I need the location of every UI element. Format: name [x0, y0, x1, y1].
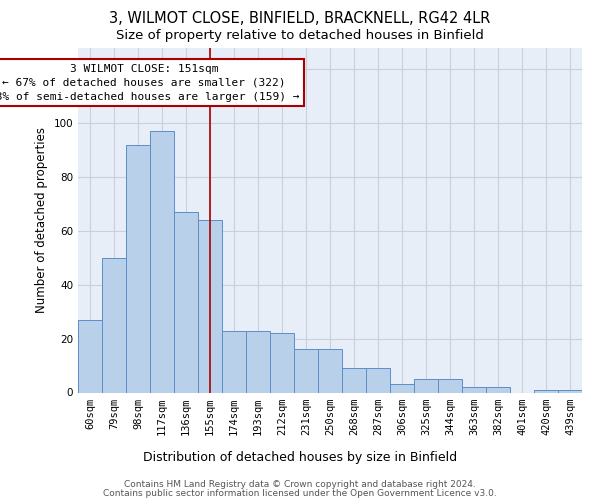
Bar	[126, 144, 150, 392]
Bar	[534, 390, 558, 392]
Bar	[294, 350, 318, 393]
Bar	[78, 320, 102, 392]
Text: Size of property relative to detached houses in Binfield: Size of property relative to detached ho…	[116, 29, 484, 42]
Bar	[366, 368, 390, 392]
Bar	[414, 379, 438, 392]
Y-axis label: Number of detached properties: Number of detached properties	[35, 127, 48, 313]
Text: 3 WILMOT CLOSE: 151sqm
← 67% of detached houses are smaller (322)
33% of semi-de: 3 WILMOT CLOSE: 151sqm ← 67% of detached…	[0, 64, 299, 102]
Bar	[222, 330, 246, 392]
Bar	[150, 131, 174, 392]
Bar	[438, 379, 462, 392]
Bar	[462, 387, 486, 392]
Text: Contains HM Land Registry data © Crown copyright and database right 2024.: Contains HM Land Registry data © Crown c…	[124, 480, 476, 489]
Bar	[342, 368, 366, 392]
Bar	[558, 390, 582, 392]
Text: Distribution of detached houses by size in Binfield: Distribution of detached houses by size …	[143, 451, 457, 464]
Bar	[390, 384, 414, 392]
Bar	[318, 350, 342, 393]
Text: 3, WILMOT CLOSE, BINFIELD, BRACKNELL, RG42 4LR: 3, WILMOT CLOSE, BINFIELD, BRACKNELL, RG…	[109, 11, 491, 26]
Bar	[270, 333, 294, 392]
Bar	[486, 387, 510, 392]
Bar	[174, 212, 198, 392]
Bar	[102, 258, 126, 392]
Text: Contains public sector information licensed under the Open Government Licence v3: Contains public sector information licen…	[103, 488, 497, 498]
Bar	[246, 330, 270, 392]
Bar	[198, 220, 222, 392]
